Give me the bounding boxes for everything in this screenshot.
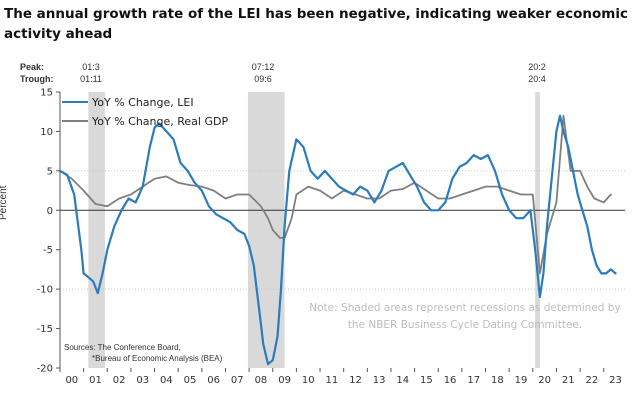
legend-gdp-label: YoY % Change, Real GDP <box>91 115 228 128</box>
x-tick-label: 23 <box>609 375 622 386</box>
x-tick-label: 10 <box>302 375 315 386</box>
recession-band-3 <box>535 92 540 368</box>
recession-2-trough: 09:6 <box>254 74 272 84</box>
chart-legend: YoY % Change, LEI YoY % Change, Real GDP <box>62 96 228 128</box>
x-tick-label: 22 <box>586 375 599 386</box>
y-tick-label: -10 <box>37 285 53 296</box>
x-tick-label: 06 <box>207 375 220 386</box>
x-tick-label: 00 <box>65 375 78 386</box>
x-tick-label: 16 <box>444 375 457 386</box>
source-line-1: Sources: The Conference Board, <box>64 343 181 352</box>
x-tick-label: 09 <box>278 375 291 386</box>
y-tick-label: -20 <box>37 364 53 375</box>
x-tick-label: 17 <box>467 375 480 386</box>
x-tick-label: 07 <box>231 375 244 386</box>
x-tick-label: 14 <box>396 375 409 386</box>
y-tick-label: 15 <box>40 88 53 99</box>
x-tick-label: 03 <box>136 375 149 386</box>
recession-3-trough: 20:4 <box>528 74 546 84</box>
recession-2-peak: 07:12 <box>251 62 275 72</box>
lei-series-line <box>58 114 617 366</box>
y-tick-label: -5 <box>43 245 53 256</box>
recession-band-1 <box>88 92 105 368</box>
trough-label: Trough: <box>20 74 54 84</box>
x-tick-label: 15 <box>420 375 433 386</box>
x-tick-label: 05 <box>184 375 197 386</box>
source-line-2: *Bureau of Economic Analysis (BEA) <box>92 354 223 363</box>
y-tick-label: -15 <box>37 324 53 335</box>
x-tick-label: 19 <box>515 375 528 386</box>
x-tick-label: 20 <box>538 375 551 386</box>
y-axis-label: Percent <box>0 185 9 220</box>
peak-label: Peak: <box>20 62 45 72</box>
y-tick-label: 10 <box>40 127 53 138</box>
recession-1-trough: 01:11 <box>80 74 102 84</box>
x-tick-label: 12 <box>349 375 362 386</box>
y-tick-label: 0 <box>47 206 53 217</box>
x-tick-label: 18 <box>491 375 504 386</box>
gdp-series-line <box>59 114 612 275</box>
y-tick-label: 5 <box>47 166 53 177</box>
x-tick-label: 13 <box>373 375 386 386</box>
x-tick-label: 08 <box>255 375 268 386</box>
x-tick-label: 21 <box>562 375 575 386</box>
chart-title: The annual growth rate of the LEI has be… <box>4 6 629 42</box>
x-tick-label: 01 <box>89 375 102 386</box>
recession-1-peak: 01:3 <box>82 62 100 72</box>
x-tick-label: 04 <box>160 375 173 386</box>
x-tick-label: 02 <box>113 375 126 386</box>
recession-3-peak: 20:2 <box>528 62 546 72</box>
recession-note: Note: Shaded areas represent recessions … <box>309 302 621 331</box>
x-tick-label: 11 <box>325 375 338 386</box>
legend-lei-label: YoY % Change, LEI <box>91 96 194 109</box>
